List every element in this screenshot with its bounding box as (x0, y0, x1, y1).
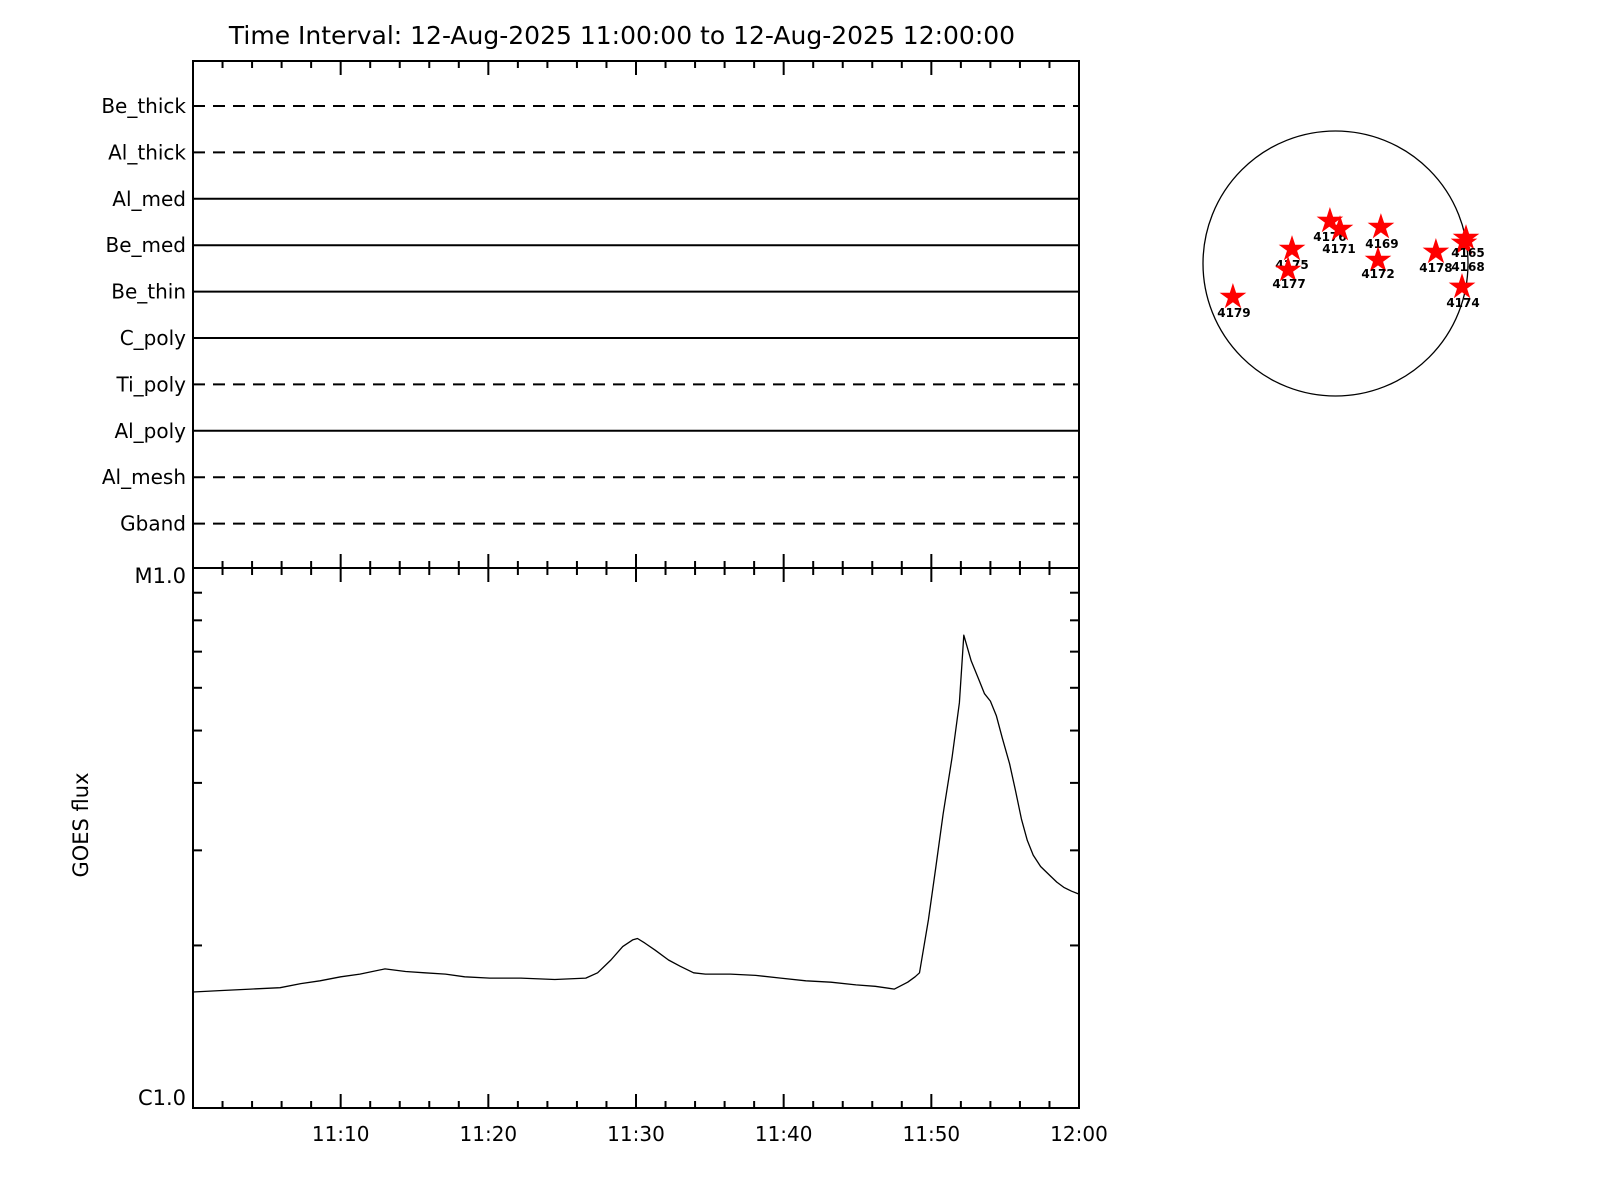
filter-label-Be_thick: Be_thick (101, 94, 186, 118)
goes-flux-curve (192, 634, 1080, 993)
filter-label-Al_med: Al_med (112, 187, 186, 211)
active-region-star-4179 (1219, 283, 1247, 309)
goes-panel: 11:10 11:20 11:30 11:40 11:50 12:00 (192, 567, 1108, 1146)
plot-title: Time Interval: 12-Aug-2025 11:00:00 to 1… (228, 21, 1015, 50)
filter-label-C_poly: C_poly (120, 326, 186, 350)
active-region-label-4169: 4169 (1365, 237, 1398, 251)
active-region-star-4176 (1316, 207, 1344, 233)
goes-y-axis-title: GOES flux (69, 772, 93, 877)
active-region-star-4174 (1448, 273, 1476, 299)
filter-label-Gband: Gband (120, 512, 186, 536)
goes-y-min-label: C1.0 (138, 1086, 186, 1110)
goes-x-tick-label: 11:40 (755, 1122, 813, 1146)
active-region-label-4174: 4174 (1446, 296, 1479, 310)
filter-panel: Be_thick Al_thick Al_med Be_med Be_thin C_pol… (101, 60, 1080, 569)
active-region-star-4175 (1278, 235, 1306, 261)
active-region-label-4178: 4178 (1419, 261, 1452, 275)
goes-x-tick-label: 11:20 (460, 1122, 518, 1146)
active-region-star-4169 (1367, 213, 1395, 239)
filter-label-Be_med: Be_med (105, 233, 186, 257)
filter-label-Ti_poly: Ti_poly (116, 372, 187, 396)
goes-x-tick-label: 12:00 (1050, 1122, 1108, 1146)
active-region-label-4165: 4165 (1451, 246, 1484, 260)
active-region-star-4177 (1274, 256, 1302, 282)
goes-x-tick-label: 11:10 (312, 1122, 370, 1146)
filter-label-Al_mesh: Al_mesh (102, 465, 186, 489)
goes-y-max-label: M1.0 (134, 564, 186, 588)
active-region-label-4172: 4172 (1361, 267, 1394, 281)
active-region-label-4168: 4168 (1451, 260, 1484, 274)
active-region-label-4179: 4179 (1217, 306, 1250, 320)
active-region-star-4172 (1364, 246, 1392, 272)
solar-limb-circle (1202, 130, 1469, 397)
active-region-label-4171: 4171 (1322, 242, 1355, 256)
goes-panel-frame (192, 567, 1080, 1109)
active-region-star-4165 (1452, 224, 1480, 250)
active-region-star-4171 (1326, 215, 1354, 241)
filter-panel-frame (192, 60, 1080, 569)
active-region-label-4177: 4177 (1272, 277, 1305, 291)
filter-label-Al_poly: Al_poly (114, 419, 186, 443)
filter-label-Al_thick: Al_thick (108, 140, 186, 164)
goes-x-tick-label: 11:30 (607, 1122, 665, 1146)
goes-x-tick-label: 11:50 (903, 1122, 961, 1146)
active-region-star-4178 (1422, 238, 1450, 264)
filter-label-Be_thin: Be_thin (111, 280, 186, 304)
